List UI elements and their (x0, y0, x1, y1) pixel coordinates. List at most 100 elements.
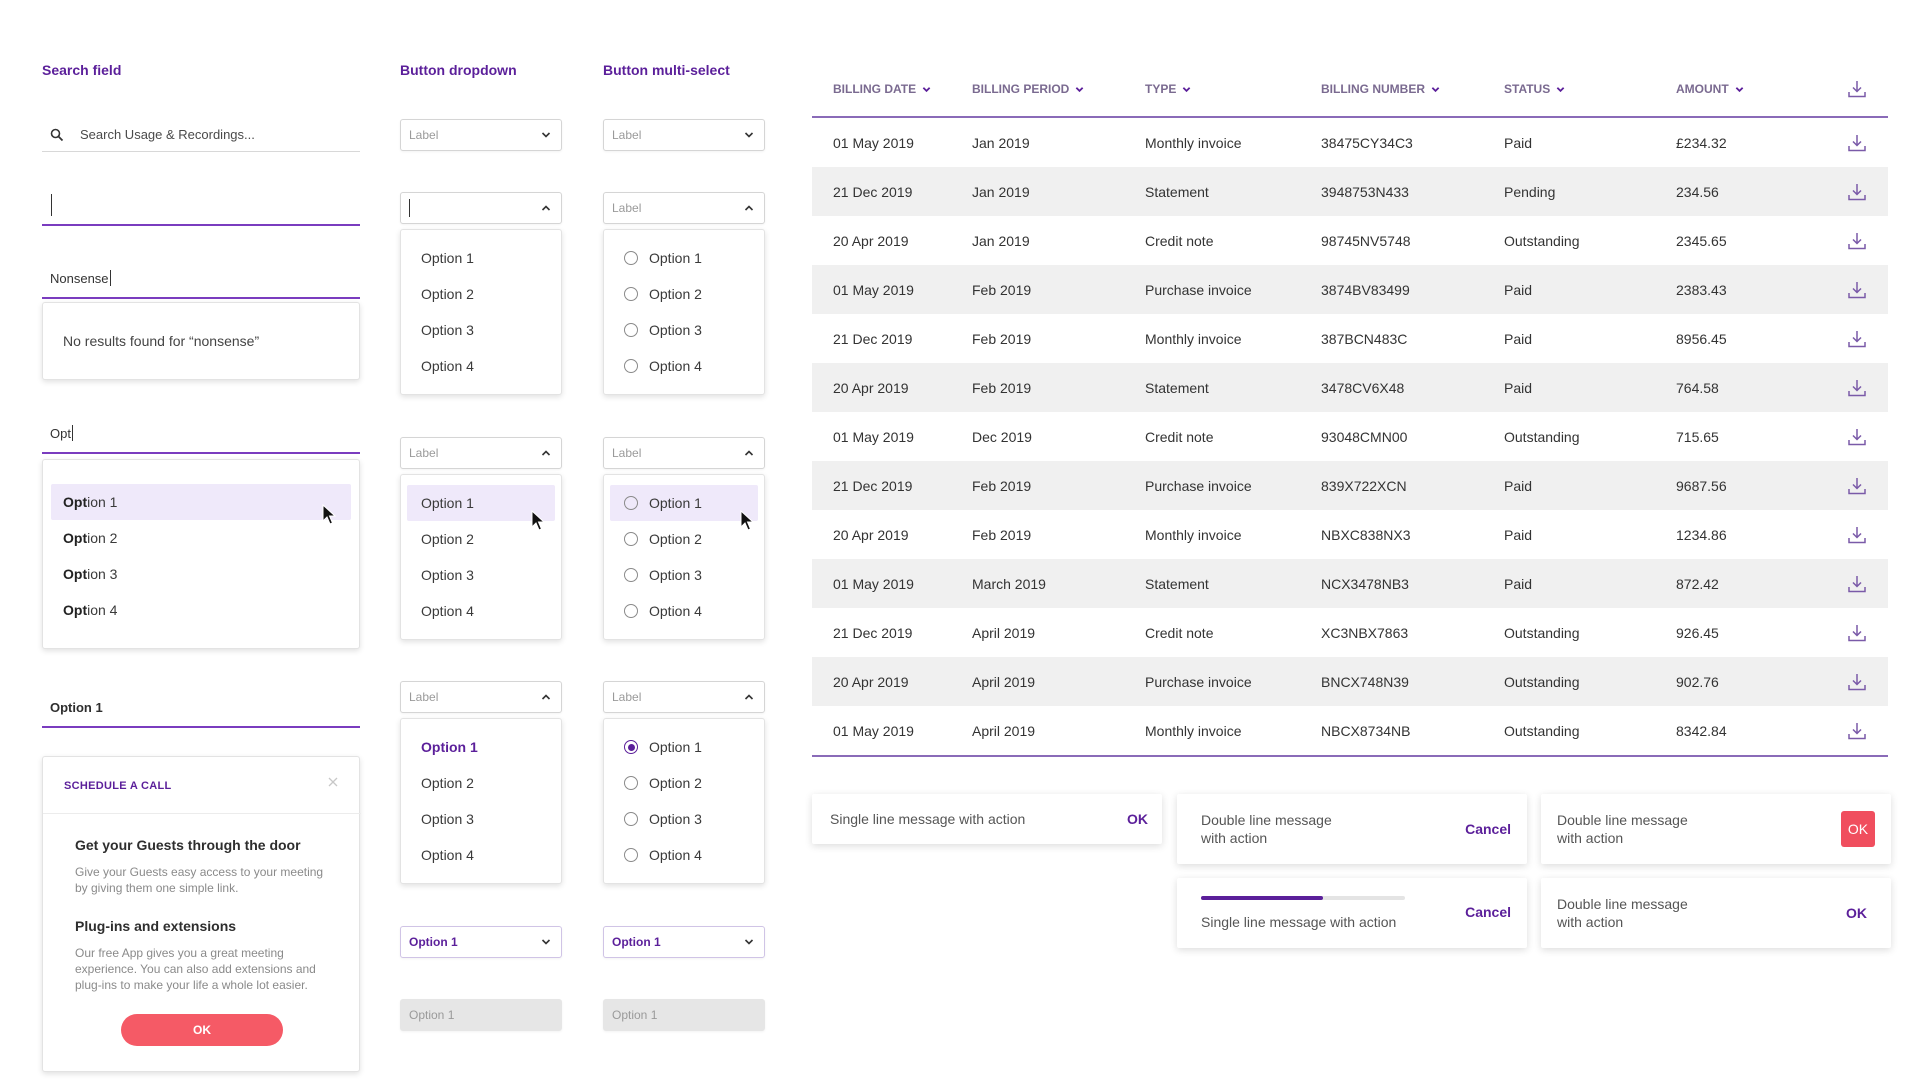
multiselect-option[interactable]: Option 3 (610, 557, 758, 593)
col-billing-number[interactable]: Billing number (1321, 82, 1504, 96)
multiselect-button-open[interactable]: Label (603, 681, 765, 713)
dropdown-option-selected[interactable]: Option 1 (421, 739, 478, 755)
schedule-paragraph-1: Give your Guests easy access to your mee… (75, 865, 324, 895)
radio-icon[interactable] (624, 532, 638, 546)
dropdown-option[interactable]: Option 2 (421, 531, 474, 547)
row-download-button[interactable] (1826, 575, 1888, 593)
dropdown-option[interactable]: Option 2 (421, 286, 474, 302)
search-input[interactable]: Search Usage & Recordings... (42, 118, 360, 152)
multiselect-option[interactable]: Option 2 (610, 521, 758, 557)
table-row: 20 Apr 2019 Feb 2019 Statement 3478CV6X48 Pa… (812, 363, 1888, 412)
multiselect-option-selected[interactable]: Option 1 (610, 729, 758, 765)
dropdown-option[interactable]: Option 4 (421, 603, 474, 619)
dropdown-option[interactable]: Option 3 (421, 567, 474, 583)
progress-track (1201, 896, 1405, 900)
col-type[interactable]: Type (1145, 82, 1321, 96)
schedule-ok-button[interactable]: OK (121, 1014, 283, 1046)
row-download-button[interactable] (1826, 673, 1888, 691)
multiselect-option[interactable]: Option 4 (610, 837, 758, 873)
cell-billing-period: Jan 2019 (972, 134, 1030, 151)
multiselect-option[interactable]: Option 3 (610, 312, 758, 348)
row-download-button[interactable] (1826, 526, 1888, 544)
close-icon[interactable] (328, 777, 338, 787)
dropdown-option[interactable]: Option 4 (421, 847, 474, 863)
row-download-button[interactable] (1826, 232, 1888, 250)
dropdown-option[interactable]: Option 1 (421, 250, 474, 266)
row-download-button[interactable] (1826, 134, 1888, 152)
dropdown-button-selected[interactable]: Option 1 (400, 926, 562, 958)
cell-type: Statement (1145, 379, 1209, 396)
multiselect-option[interactable]: Option 3 (610, 801, 758, 837)
toast-line-1: Double line message (1201, 812, 1332, 828)
toast-ok-danger-button[interactable]: OK (1841, 811, 1875, 847)
table-body: 01 May 2019 Jan 2019 Monthly invoice 38475C… (812, 118, 1888, 755)
dropdown-button-open[interactable] (400, 192, 562, 224)
radio-icon[interactable] (624, 604, 638, 618)
cell-amount: 902.76 (1676, 673, 1719, 690)
col-amount[interactable]: Amount (1676, 82, 1826, 96)
search-result-item[interactable]: Opt ion 1 (51, 484, 351, 520)
col-status[interactable]: Status (1504, 82, 1676, 96)
mouse-cursor-icon (531, 510, 546, 531)
multiselect-option[interactable]: Option 1 (610, 240, 758, 276)
radio-icon[interactable] (624, 776, 638, 790)
row-download-button[interactable] (1826, 330, 1888, 348)
multiselect-button[interactable]: Label (603, 119, 765, 151)
dropdown-button[interactable]: Label (400, 119, 562, 151)
radio-icon[interactable] (624, 568, 638, 582)
radio-icon[interactable] (624, 323, 638, 337)
multiselect-option[interactable]: Option 2 (610, 276, 758, 312)
row-download-button[interactable] (1826, 379, 1888, 397)
row-download-button[interactable] (1826, 477, 1888, 495)
dropdown-button-open[interactable]: Label (400, 437, 562, 469)
search-input-opt[interactable]: Opt (42, 414, 360, 454)
dropdown-option[interactable]: Option 3 (421, 811, 474, 827)
search-result-item[interactable]: Opt ion 4 (51, 592, 351, 628)
col-billing-date[interactable]: Billing date (812, 82, 972, 96)
radio-icon[interactable] (624, 496, 638, 510)
match-highlight: Opt (63, 494, 88, 510)
search-input-focused[interactable] (42, 186, 360, 226)
multiselect-option[interactable]: Option 4 (610, 348, 758, 384)
row-download-button[interactable] (1826, 281, 1888, 299)
download-icon (1848, 526, 1866, 543)
radio-checked-icon[interactable] (624, 740, 638, 754)
radio-icon[interactable] (624, 359, 638, 373)
toast-ok-button[interactable]: OK (1127, 811, 1148, 827)
dropdown-option[interactable]: Option 1 (407, 485, 555, 521)
radio-icon[interactable] (624, 812, 638, 826)
radio-icon[interactable] (624, 848, 638, 862)
radio-icon[interactable] (624, 251, 638, 265)
search-result-item[interactable]: Opt ion 2 (51, 520, 351, 556)
option-label: Option 3 (649, 811, 702, 827)
section-title-multiselect: Button multi-select (603, 62, 730, 78)
multiselect-button-open[interactable]: Label (603, 192, 765, 224)
cell-billing-number: 3948753N433 (1321, 183, 1409, 200)
multiselect-button-open[interactable]: Label (603, 437, 765, 469)
toast-cancel-button[interactable]: Cancel (1465, 821, 1511, 837)
toast-cancel-button[interactable]: Cancel (1465, 904, 1511, 920)
multiselect-button-selected[interactable]: Option 1 (603, 926, 765, 958)
toast-ok-button[interactable]: OK (1846, 905, 1867, 921)
row-download-button[interactable] (1826, 624, 1888, 642)
dropdown-button-open[interactable]: Label (400, 681, 562, 713)
search-input-selected[interactable]: Option 1 (42, 688, 360, 728)
cell-billing-period: Jan 2019 (972, 183, 1030, 200)
radio-icon[interactable] (624, 287, 638, 301)
col-billing-period[interactable]: Billing period (972, 82, 1145, 96)
search-input-nonsense[interactable]: Nonsense (42, 259, 360, 299)
dropdown-option[interactable]: Option 2 (421, 775, 474, 791)
row-download-button[interactable] (1826, 183, 1888, 201)
search-placeholder: Search Usage & Recordings... (80, 127, 255, 142)
multiselect-option[interactable]: Option 1 (610, 485, 758, 521)
cell-billing-number: 839X722XCN (1321, 477, 1407, 494)
dropdown-option[interactable]: Option 3 (421, 322, 474, 338)
row-download-button[interactable] (1826, 722, 1888, 740)
multiselect-option[interactable]: Option 4 (610, 593, 758, 629)
chevron-up-icon (744, 694, 754, 700)
download-all[interactable] (1826, 80, 1888, 98)
row-download-button[interactable] (1826, 428, 1888, 446)
multiselect-option[interactable]: Option 2 (610, 765, 758, 801)
search-result-item[interactable]: Opt ion 3 (51, 556, 351, 592)
dropdown-option[interactable]: Option 4 (421, 358, 474, 374)
